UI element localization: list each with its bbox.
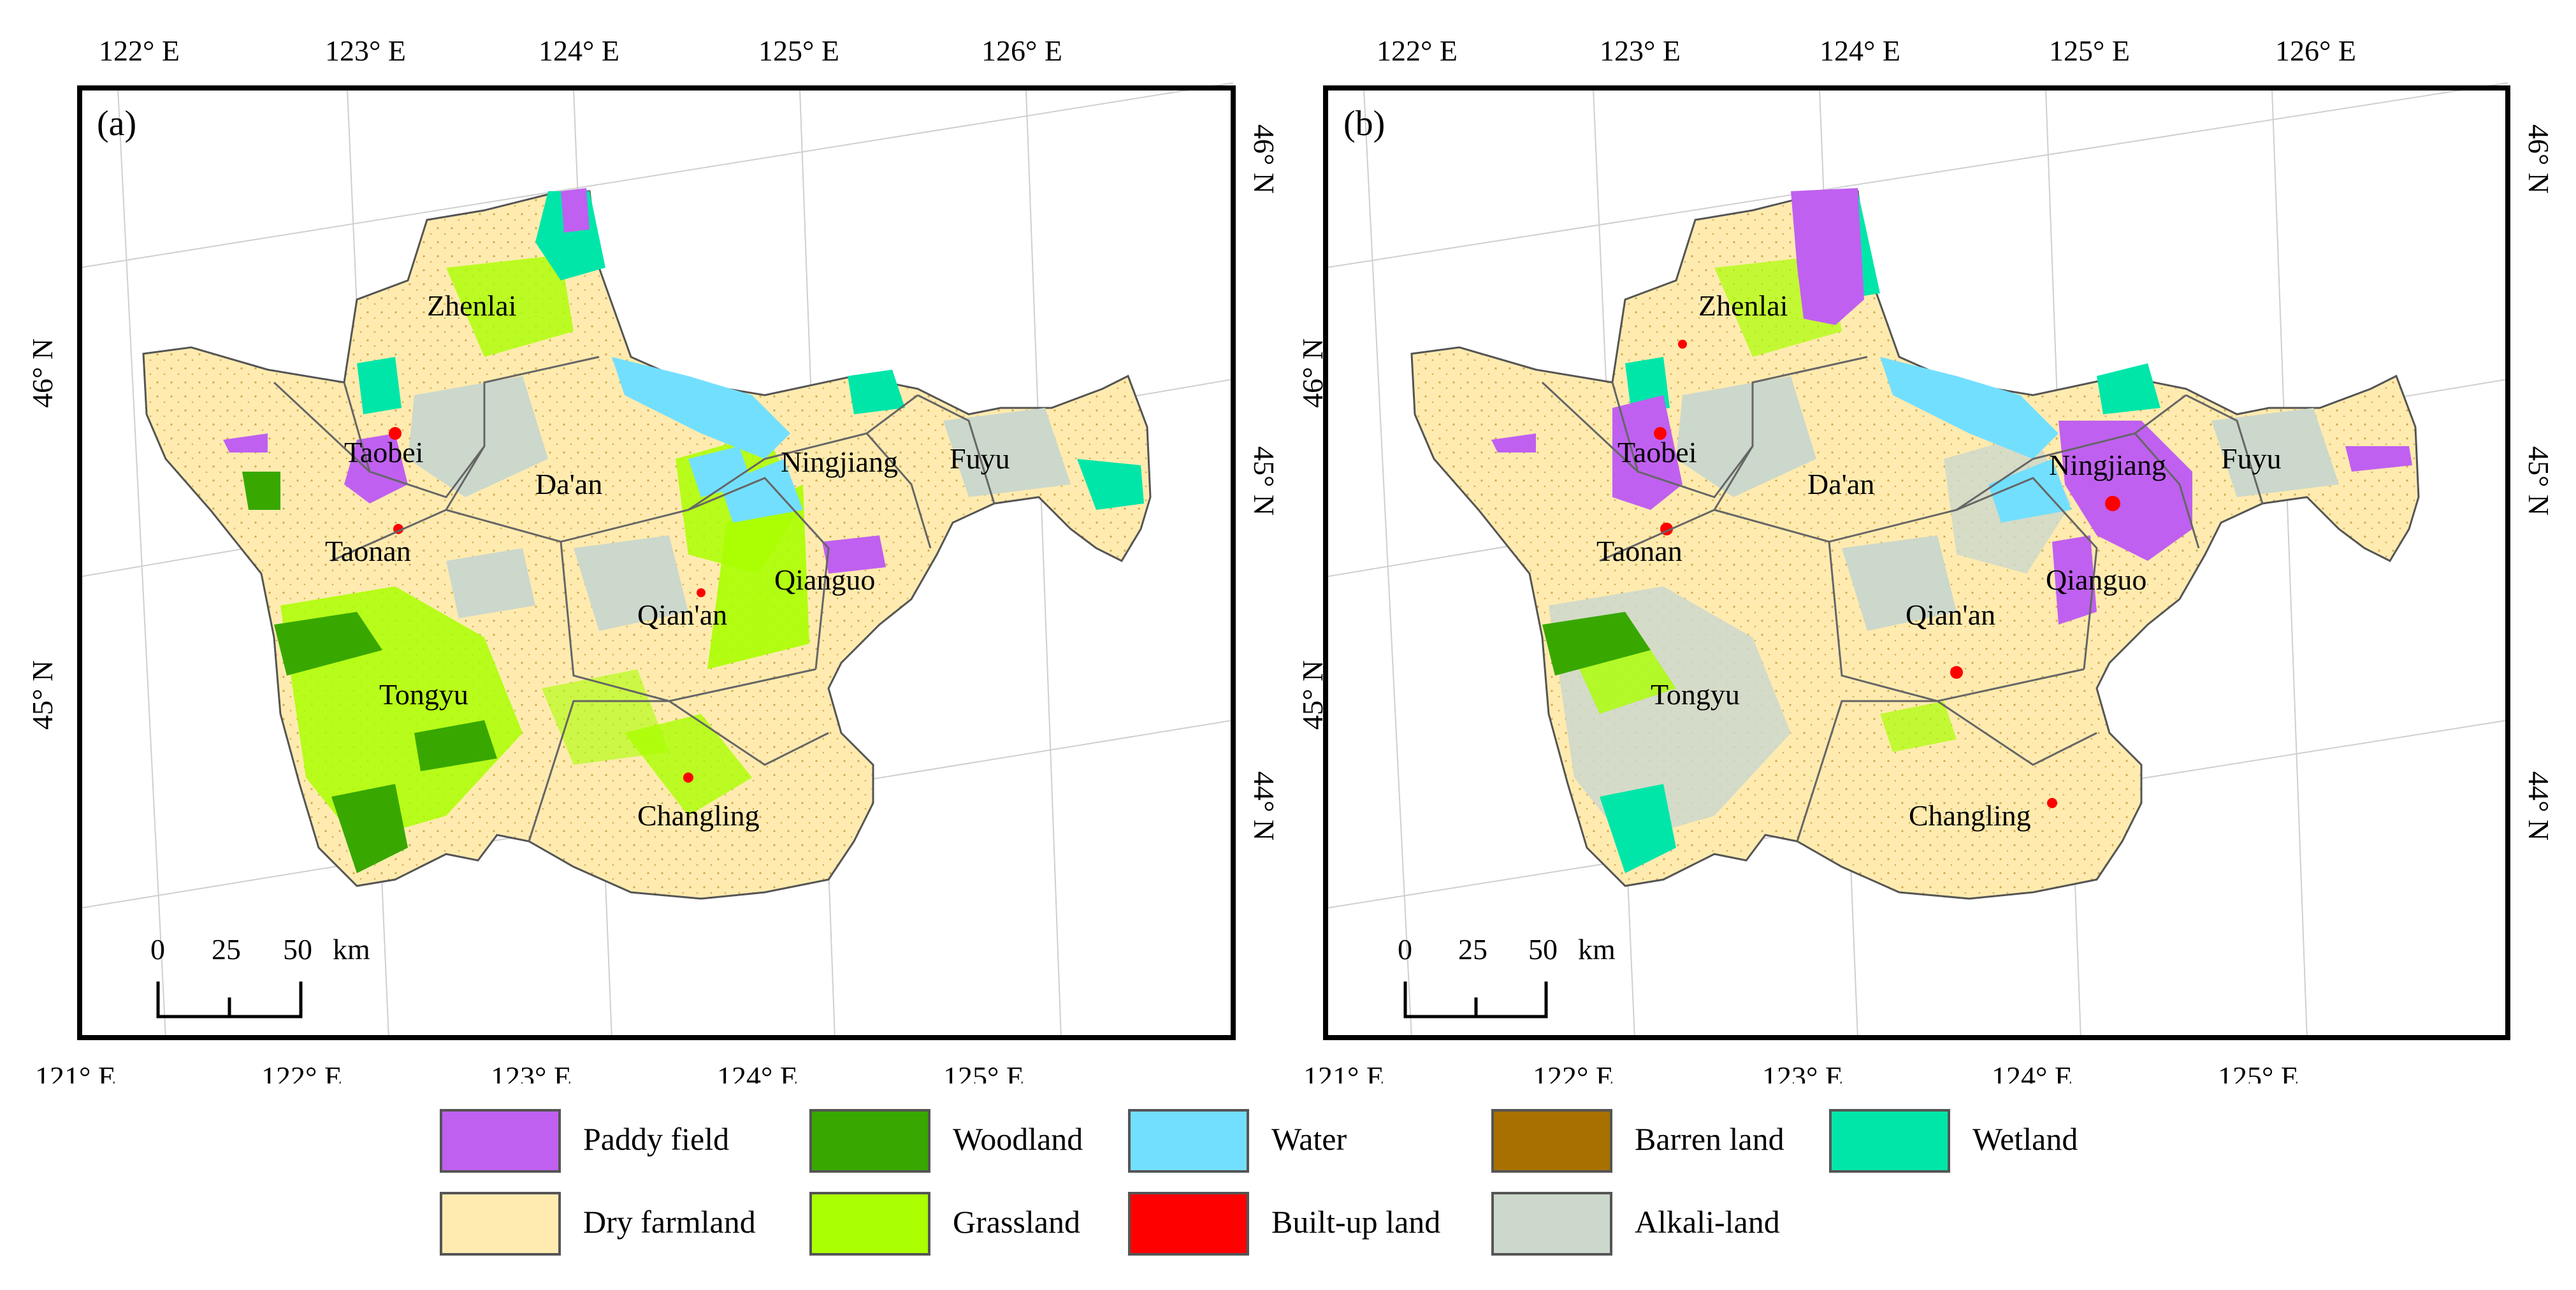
legend-label: Grassland <box>953 1204 1080 1240</box>
legend-swatch <box>809 1192 930 1256</box>
lon-label: 123° E <box>1600 34 1681 67</box>
map-panel-a: Zhenlai Taobei Da'an Ningjiang Fuyu Taon… <box>26 34 1280 1083</box>
county-label: Taonan <box>325 535 411 567</box>
lat-label: 44° N <box>1248 771 1280 841</box>
county-labels: Zhenlai Taobei Da'an Ningjiang Fuyu Taon… <box>1596 289 2282 832</box>
map-frame <box>77 85 1236 1040</box>
lon-label: 123° E <box>325 34 406 67</box>
county-label: Ningjiang <box>2049 449 2166 481</box>
county-label: Qianguo <box>2046 563 2146 596</box>
scale-tick: 50 <box>283 933 312 966</box>
map-panel-b: Zhenlai Taobei Da'an Ningjiang Fuyu Taon… <box>1296 34 2555 1083</box>
scale-tick: 50 <box>1528 933 1558 966</box>
county-label: Zhenlai <box>1698 289 1788 322</box>
map-frame <box>1323 85 2510 1040</box>
county-label: Taobei <box>344 436 424 468</box>
county-label: Da'an <box>535 468 602 500</box>
scale-unit: km <box>1578 933 1616 966</box>
lon-label: 124° E <box>717 1061 798 1083</box>
lon-label: 122° E <box>99 34 180 67</box>
county-labels: Zhenlai Taobei Da'an Ningjiang Fuyu Taon… <box>325 289 1010 832</box>
lon-label: 121° E <box>35 1061 116 1083</box>
lat-label: 45° N <box>26 660 59 730</box>
scale-tick: 0 <box>150 933 165 966</box>
lat-label: 46° N <box>2522 124 2555 194</box>
scale-bar: 0 25 50 km <box>150 933 370 1018</box>
county-label: Da'an <box>1807 468 1874 500</box>
bottom-longitude-labels: 121° E 122° E 123° E 124° E 125° E <box>35 1061 1024 1083</box>
panel-label: (a) <box>97 104 136 143</box>
legend-label: Paddy field <box>583 1121 730 1157</box>
county-label: Ningjiang <box>781 446 898 478</box>
county-label: Qian'an <box>637 598 727 631</box>
lat-label: 46° N <box>1296 338 1329 408</box>
county-label: Fuyu <box>2221 442 2282 475</box>
map-figure: Zhenlai Taobei Da'an Ningjiang Fuyu Taon… <box>26 34 2555 1083</box>
top-longitude-labels: 122° E 123° E 124° E 125° E 126° E <box>99 34 1062 67</box>
county-label: Qianguo <box>774 563 875 596</box>
scale-tick: 25 <box>212 933 241 966</box>
lat-label: 46° N <box>1248 124 1280 194</box>
county-label: Taobei <box>1617 436 1697 468</box>
legend-label: Dry farmland <box>583 1204 756 1240</box>
legend-label: Barren land <box>1635 1121 1784 1157</box>
legend-swatch <box>1491 1109 1612 1173</box>
top-longitude-labels: 122° E 123° E 124° E 125° E 126° E <box>1377 34 2356 67</box>
lon-label: 123° E <box>491 1061 572 1083</box>
legend-label: Woodland <box>953 1121 1083 1157</box>
lon-label: 124° E <box>1820 34 1900 67</box>
lon-label: 123° E <box>1762 1061 1843 1083</box>
county-label: Zhenlai <box>427 289 517 322</box>
legend-label: Water <box>1271 1121 1347 1157</box>
lon-label: 124° E <box>539 34 619 67</box>
lat-label: 45° N <box>1296 660 1329 730</box>
legend-swatch <box>809 1109 930 1173</box>
lon-label: 124° E <box>1992 1061 2073 1083</box>
lon-label: 122° E <box>261 1061 342 1083</box>
county-label: Tongyu <box>379 678 468 711</box>
legend: Paddy field Woodland Water Barren land W… <box>440 1109 2160 1275</box>
legend-label: Wetland <box>1972 1121 2078 1157</box>
bottom-longitude-labels: 121° E 122° E 123° E 124° E 125° E <box>1303 1061 2299 1083</box>
legend-swatch <box>1491 1192 1612 1256</box>
legend-label: Alkali-land <box>1635 1204 1780 1240</box>
lon-label: 121° E <box>1303 1061 1384 1083</box>
county-label: Tongyu <box>1651 678 1740 711</box>
lon-label: 122° E <box>1377 34 1458 67</box>
lon-label: 122° E <box>1533 1061 1614 1083</box>
lat-label: 46° N <box>26 338 59 408</box>
legend-swatch <box>1128 1192 1249 1256</box>
county-label: Qian'an <box>1906 598 1995 631</box>
county-label: Taonan <box>1596 535 1682 567</box>
lon-label: 125° E <box>2049 34 2130 67</box>
lat-label: 45° N <box>2522 446 2555 516</box>
lon-label: 126° E <box>2275 34 2356 67</box>
scale-tick: 0 <box>1398 933 1412 966</box>
lon-label: 125° E <box>2218 1061 2299 1083</box>
lon-label: 125° E <box>943 1061 1024 1083</box>
county-label: Fuyu <box>950 442 1010 475</box>
lon-label: 125° E <box>758 34 839 67</box>
county-label: Changling <box>1909 799 2031 832</box>
lat-label: 44° N <box>2522 771 2555 841</box>
legend-swatch <box>1829 1109 1950 1173</box>
county-label: Changling <box>637 799 760 832</box>
legend-swatch <box>1128 1109 1249 1173</box>
legend-swatch <box>440 1109 561 1173</box>
study-area <box>1410 188 2420 900</box>
scale-tick: 25 <box>1458 933 1487 966</box>
legend-label: Built-up land <box>1271 1204 1441 1240</box>
panel-label: (b) <box>1343 104 1385 143</box>
legend-swatch <box>440 1192 561 1256</box>
lat-label: 45° N <box>1248 446 1280 516</box>
study-area <box>142 188 1152 900</box>
scale-bar: 0 25 50 km <box>1398 933 1616 1018</box>
lon-label: 126° E <box>981 34 1062 67</box>
scale-unit: km <box>333 933 370 966</box>
